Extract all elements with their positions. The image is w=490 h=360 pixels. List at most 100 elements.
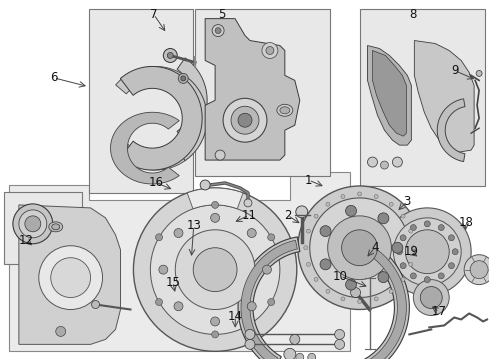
- Polygon shape: [19, 205, 121, 345]
- Circle shape: [358, 300, 362, 303]
- Circle shape: [306, 229, 310, 233]
- Circle shape: [424, 276, 430, 283]
- Circle shape: [335, 329, 344, 339]
- Text: 14: 14: [228, 310, 243, 323]
- Bar: [195, 9, 330, 176]
- Circle shape: [345, 279, 357, 290]
- Text: 19: 19: [403, 245, 418, 258]
- Ellipse shape: [49, 222, 63, 232]
- Polygon shape: [238, 237, 300, 360]
- Ellipse shape: [280, 107, 290, 114]
- Circle shape: [212, 331, 219, 338]
- Polygon shape: [345, 234, 409, 360]
- Circle shape: [358, 192, 362, 196]
- Text: 10: 10: [333, 270, 347, 283]
- Circle shape: [464, 255, 490, 285]
- Circle shape: [215, 28, 221, 33]
- Circle shape: [350, 288, 361, 298]
- Text: 15: 15: [165, 276, 180, 289]
- Text: 12: 12: [19, 234, 34, 247]
- Polygon shape: [177, 58, 207, 143]
- Circle shape: [212, 201, 219, 208]
- Circle shape: [200, 180, 210, 190]
- Polygon shape: [241, 240, 297, 360]
- Circle shape: [345, 205, 357, 216]
- Circle shape: [212, 24, 224, 37]
- Circle shape: [389, 202, 393, 206]
- Circle shape: [245, 329, 255, 339]
- Circle shape: [320, 226, 331, 237]
- Circle shape: [174, 229, 183, 238]
- Circle shape: [211, 213, 220, 222]
- Circle shape: [263, 265, 271, 274]
- Circle shape: [56, 327, 66, 336]
- Circle shape: [409, 229, 413, 233]
- Circle shape: [262, 42, 278, 58]
- Circle shape: [438, 225, 444, 230]
- Circle shape: [452, 249, 458, 255]
- Circle shape: [400, 263, 406, 269]
- Circle shape: [215, 150, 225, 160]
- Circle shape: [304, 246, 308, 250]
- Circle shape: [378, 272, 389, 283]
- Circle shape: [409, 262, 413, 266]
- Circle shape: [266, 46, 274, 54]
- Circle shape: [470, 261, 488, 279]
- Text: 5: 5: [218, 8, 225, 21]
- Circle shape: [380, 161, 389, 169]
- Bar: [360, 9, 485, 186]
- Ellipse shape: [52, 224, 60, 230]
- Circle shape: [167, 53, 173, 58]
- Circle shape: [181, 76, 186, 81]
- Polygon shape: [9, 172, 349, 351]
- Circle shape: [175, 230, 255, 310]
- Text: 6: 6: [50, 71, 57, 84]
- Bar: [4, 192, 82, 264]
- Circle shape: [51, 258, 91, 298]
- Circle shape: [320, 259, 331, 270]
- Circle shape: [174, 302, 183, 311]
- Circle shape: [155, 234, 163, 241]
- Polygon shape: [205, 19, 300, 160]
- Circle shape: [401, 277, 405, 282]
- Circle shape: [448, 235, 454, 241]
- Circle shape: [410, 225, 416, 230]
- Polygon shape: [116, 67, 185, 94]
- Bar: [89, 9, 193, 193]
- Circle shape: [308, 353, 316, 360]
- Circle shape: [268, 298, 275, 306]
- Text: 9: 9: [451, 64, 459, 77]
- Circle shape: [92, 301, 99, 309]
- Polygon shape: [177, 76, 207, 161]
- Circle shape: [400, 235, 406, 241]
- Circle shape: [424, 221, 430, 227]
- Circle shape: [389, 289, 393, 293]
- Circle shape: [39, 246, 102, 310]
- Circle shape: [448, 263, 454, 269]
- Circle shape: [414, 280, 449, 315]
- Text: 13: 13: [186, 219, 201, 233]
- Text: 18: 18: [458, 216, 473, 229]
- Circle shape: [420, 287, 442, 309]
- Circle shape: [393, 218, 461, 285]
- Polygon shape: [368, 45, 412, 145]
- Circle shape: [314, 214, 318, 218]
- Circle shape: [245, 339, 255, 349]
- Circle shape: [326, 202, 330, 206]
- Circle shape: [244, 199, 252, 207]
- Circle shape: [412, 246, 416, 250]
- Circle shape: [178, 73, 188, 84]
- Circle shape: [247, 302, 256, 311]
- Text: 17: 17: [432, 306, 447, 319]
- Circle shape: [405, 230, 449, 274]
- Circle shape: [268, 234, 275, 241]
- Circle shape: [341, 297, 345, 301]
- Circle shape: [19, 210, 47, 238]
- Circle shape: [401, 214, 405, 218]
- Circle shape: [193, 248, 237, 292]
- Circle shape: [155, 298, 163, 306]
- Circle shape: [231, 106, 259, 134]
- Circle shape: [238, 113, 252, 127]
- Circle shape: [374, 297, 378, 301]
- Text: 4: 4: [371, 241, 379, 254]
